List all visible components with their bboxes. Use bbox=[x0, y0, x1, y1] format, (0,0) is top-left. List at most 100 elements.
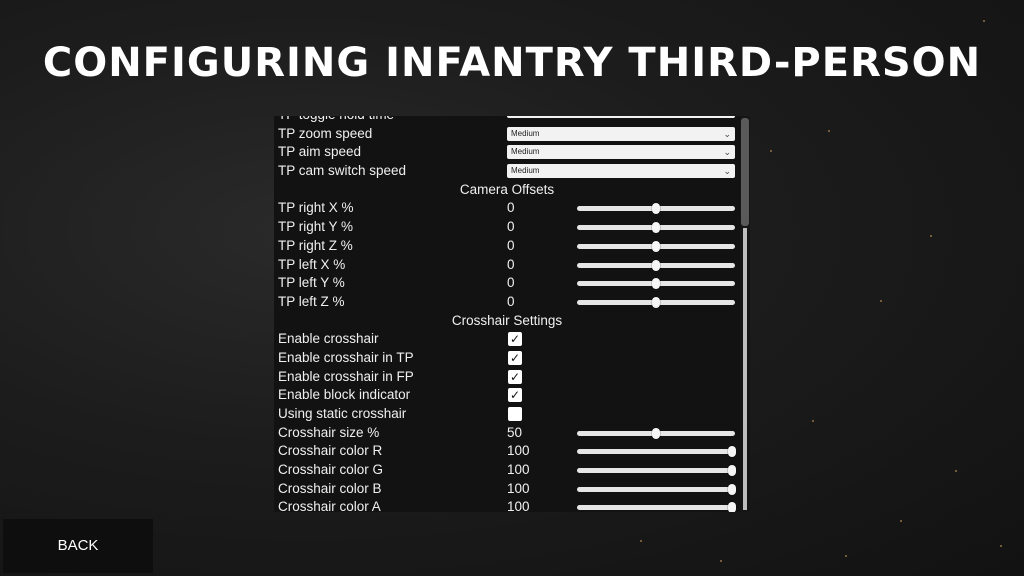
slider-thumb[interactable] bbox=[652, 222, 660, 234]
setting-label: TP right Z % bbox=[278, 237, 353, 253]
checkmark-icon: ✓ bbox=[509, 369, 521, 384]
setting-row: TP right X % 0 bbox=[274, 199, 740, 218]
setting-label: Crosshair color A bbox=[278, 499, 381, 512]
setting-value: 100 bbox=[507, 480, 530, 496]
setting-slider[interactable] bbox=[577, 259, 735, 271]
scrollbar[interactable] bbox=[740, 116, 750, 512]
setting-row: Crosshair color B 100 bbox=[274, 480, 740, 499]
slider-thumb[interactable] bbox=[652, 278, 660, 290]
setting-slider[interactable] bbox=[577, 427, 735, 439]
setting-value: 50 bbox=[507, 424, 523, 440]
speed-dropdown[interactable]: Medium ⌄ bbox=[507, 145, 735, 160]
setting-slider[interactable] bbox=[577, 296, 735, 308]
slider-thumb[interactable] bbox=[727, 446, 736, 458]
setting-label: TP aim speed bbox=[278, 144, 362, 160]
slider-track bbox=[577, 449, 735, 455]
slider-track bbox=[577, 505, 735, 511]
setting-slider[interactable] bbox=[577, 502, 736, 512]
setting-label: TP right X % bbox=[278, 200, 354, 216]
setting-row: Enable block indicator ✓ bbox=[274, 386, 740, 405]
setting-input[interactable] bbox=[507, 116, 735, 118]
setting-label: Crosshair size % bbox=[278, 424, 380, 440]
dropdown-value: Medium bbox=[511, 128, 540, 138]
setting-value: 100 bbox=[507, 499, 530, 512]
setting-value: 0 bbox=[507, 200, 515, 216]
section-header: Crosshair Settings bbox=[451, 312, 563, 328]
chevron-down-icon: ⌄ bbox=[723, 147, 731, 158]
slider-thumb[interactable] bbox=[652, 240, 660, 252]
checkmark-icon: ✓ bbox=[509, 350, 521, 365]
setting-value: 0 bbox=[507, 256, 515, 272]
setting-label: TP toggle hold time bbox=[278, 116, 394, 125]
setting-row: TP toggle hold time bbox=[274, 116, 740, 125]
setting-slider[interactable] bbox=[577, 222, 735, 234]
setting-label: Enable crosshair in FP bbox=[278, 368, 414, 384]
page-title: CONFIGURING INFANTRY THIRD-PERSON bbox=[42, 40, 982, 86]
setting-checkbox[interactable]: ✓ bbox=[508, 350, 522, 365]
setting-checkbox[interactable] bbox=[508, 407, 522, 421]
slider-thumb[interactable] bbox=[652, 203, 660, 215]
slider-thumb[interactable] bbox=[727, 465, 736, 477]
dropdown-value: Medium bbox=[511, 166, 540, 176]
setting-row: TP left Y % 0 bbox=[274, 274, 740, 293]
setting-checkbox[interactable]: ✓ bbox=[508, 388, 522, 403]
setting-row: Using static crosshair bbox=[274, 405, 740, 424]
setting-row: Enable crosshair in FP ✓ bbox=[274, 368, 740, 387]
setting-row: Crosshair color A 100 bbox=[274, 498, 740, 512]
speed-dropdown[interactable]: Medium ⌄ bbox=[507, 126, 735, 141]
setting-value: 100 bbox=[507, 462, 530, 478]
settings-panel[interactable]: TP toggle hold timeTP zoom speedMedium⌄T… bbox=[274, 116, 750, 512]
back-button[interactable]: BACK bbox=[3, 519, 153, 573]
setting-slider[interactable] bbox=[577, 203, 735, 215]
setting-value: 0 bbox=[507, 275, 515, 291]
setting-slider[interactable] bbox=[577, 446, 736, 458]
section-header: Camera Offsets bbox=[459, 181, 555, 197]
setting-label: TP left X % bbox=[278, 256, 346, 272]
setting-label: Enable crosshair bbox=[278, 331, 379, 347]
setting-label: TP left Z % bbox=[278, 293, 345, 309]
setting-value: 0 bbox=[507, 237, 515, 253]
dropdown-value: Medium bbox=[511, 147, 540, 157]
slider-track bbox=[577, 468, 735, 474]
setting-row: Enable crosshair in TP ✓ bbox=[274, 349, 740, 368]
settings-list: TP toggle hold timeTP zoom speedMedium⌄T… bbox=[274, 116, 740, 512]
setting-label: Crosshair color G bbox=[278, 462, 384, 478]
setting-checkbox[interactable]: ✓ bbox=[508, 369, 522, 384]
slider-track bbox=[577, 486, 735, 492]
checkmark-icon: ✓ bbox=[509, 332, 521, 347]
setting-row: Crosshair color G 100 bbox=[274, 461, 740, 480]
slider-thumb[interactable] bbox=[652, 296, 660, 308]
slider-thumb[interactable] bbox=[727, 483, 736, 495]
setting-row: TP right Z % 0 bbox=[274, 237, 740, 256]
setting-value: 0 bbox=[507, 293, 515, 309]
setting-label: Crosshair color B bbox=[278, 480, 382, 496]
setting-slider[interactable] bbox=[577, 278, 735, 290]
speed-dropdown[interactable]: Medium ⌄ bbox=[507, 164, 735, 179]
scrollbar-thumb[interactable] bbox=[741, 118, 749, 226]
setting-value: 0 bbox=[507, 219, 515, 235]
setting-label: Enable crosshair in TP bbox=[278, 349, 414, 365]
setting-checkbox[interactable]: ✓ bbox=[508, 332, 522, 347]
setting-row: Crosshair color R 100 bbox=[274, 442, 740, 461]
setting-slider[interactable] bbox=[577, 483, 736, 495]
slider-thumb[interactable] bbox=[652, 259, 660, 271]
setting-row: TP cam switch speed Medium ⌄ bbox=[274, 162, 740, 181]
setting-row: TP right Y % 0 bbox=[274, 218, 740, 237]
setting-row: TP zoom speed Medium ⌄ bbox=[274, 125, 740, 144]
checkmark-icon: ✓ bbox=[509, 388, 521, 403]
setting-row: TP left X % 0 bbox=[274, 256, 740, 275]
setting-label: Enable block indicator bbox=[278, 387, 411, 403]
setting-label: Using static crosshair bbox=[278, 406, 407, 421]
setting-value: 100 bbox=[507, 443, 530, 459]
slider-thumb[interactable] bbox=[727, 502, 736, 512]
setting-row: Enable crosshair ✓ bbox=[274, 330, 740, 349]
setting-label: TP left Y % bbox=[278, 275, 345, 291]
chevron-down-icon: ⌄ bbox=[723, 166, 731, 177]
setting-row: TP aim speed Medium ⌄ bbox=[274, 143, 740, 162]
setting-slider[interactable] bbox=[577, 465, 736, 477]
setting-label: TP right Y % bbox=[278, 219, 354, 235]
slider-thumb[interactable] bbox=[652, 427, 660, 439]
chevron-down-icon: ⌄ bbox=[723, 128, 731, 139]
setting-row: Crosshair size % 50 bbox=[274, 424, 740, 443]
setting-slider[interactable] bbox=[577, 240, 735, 252]
